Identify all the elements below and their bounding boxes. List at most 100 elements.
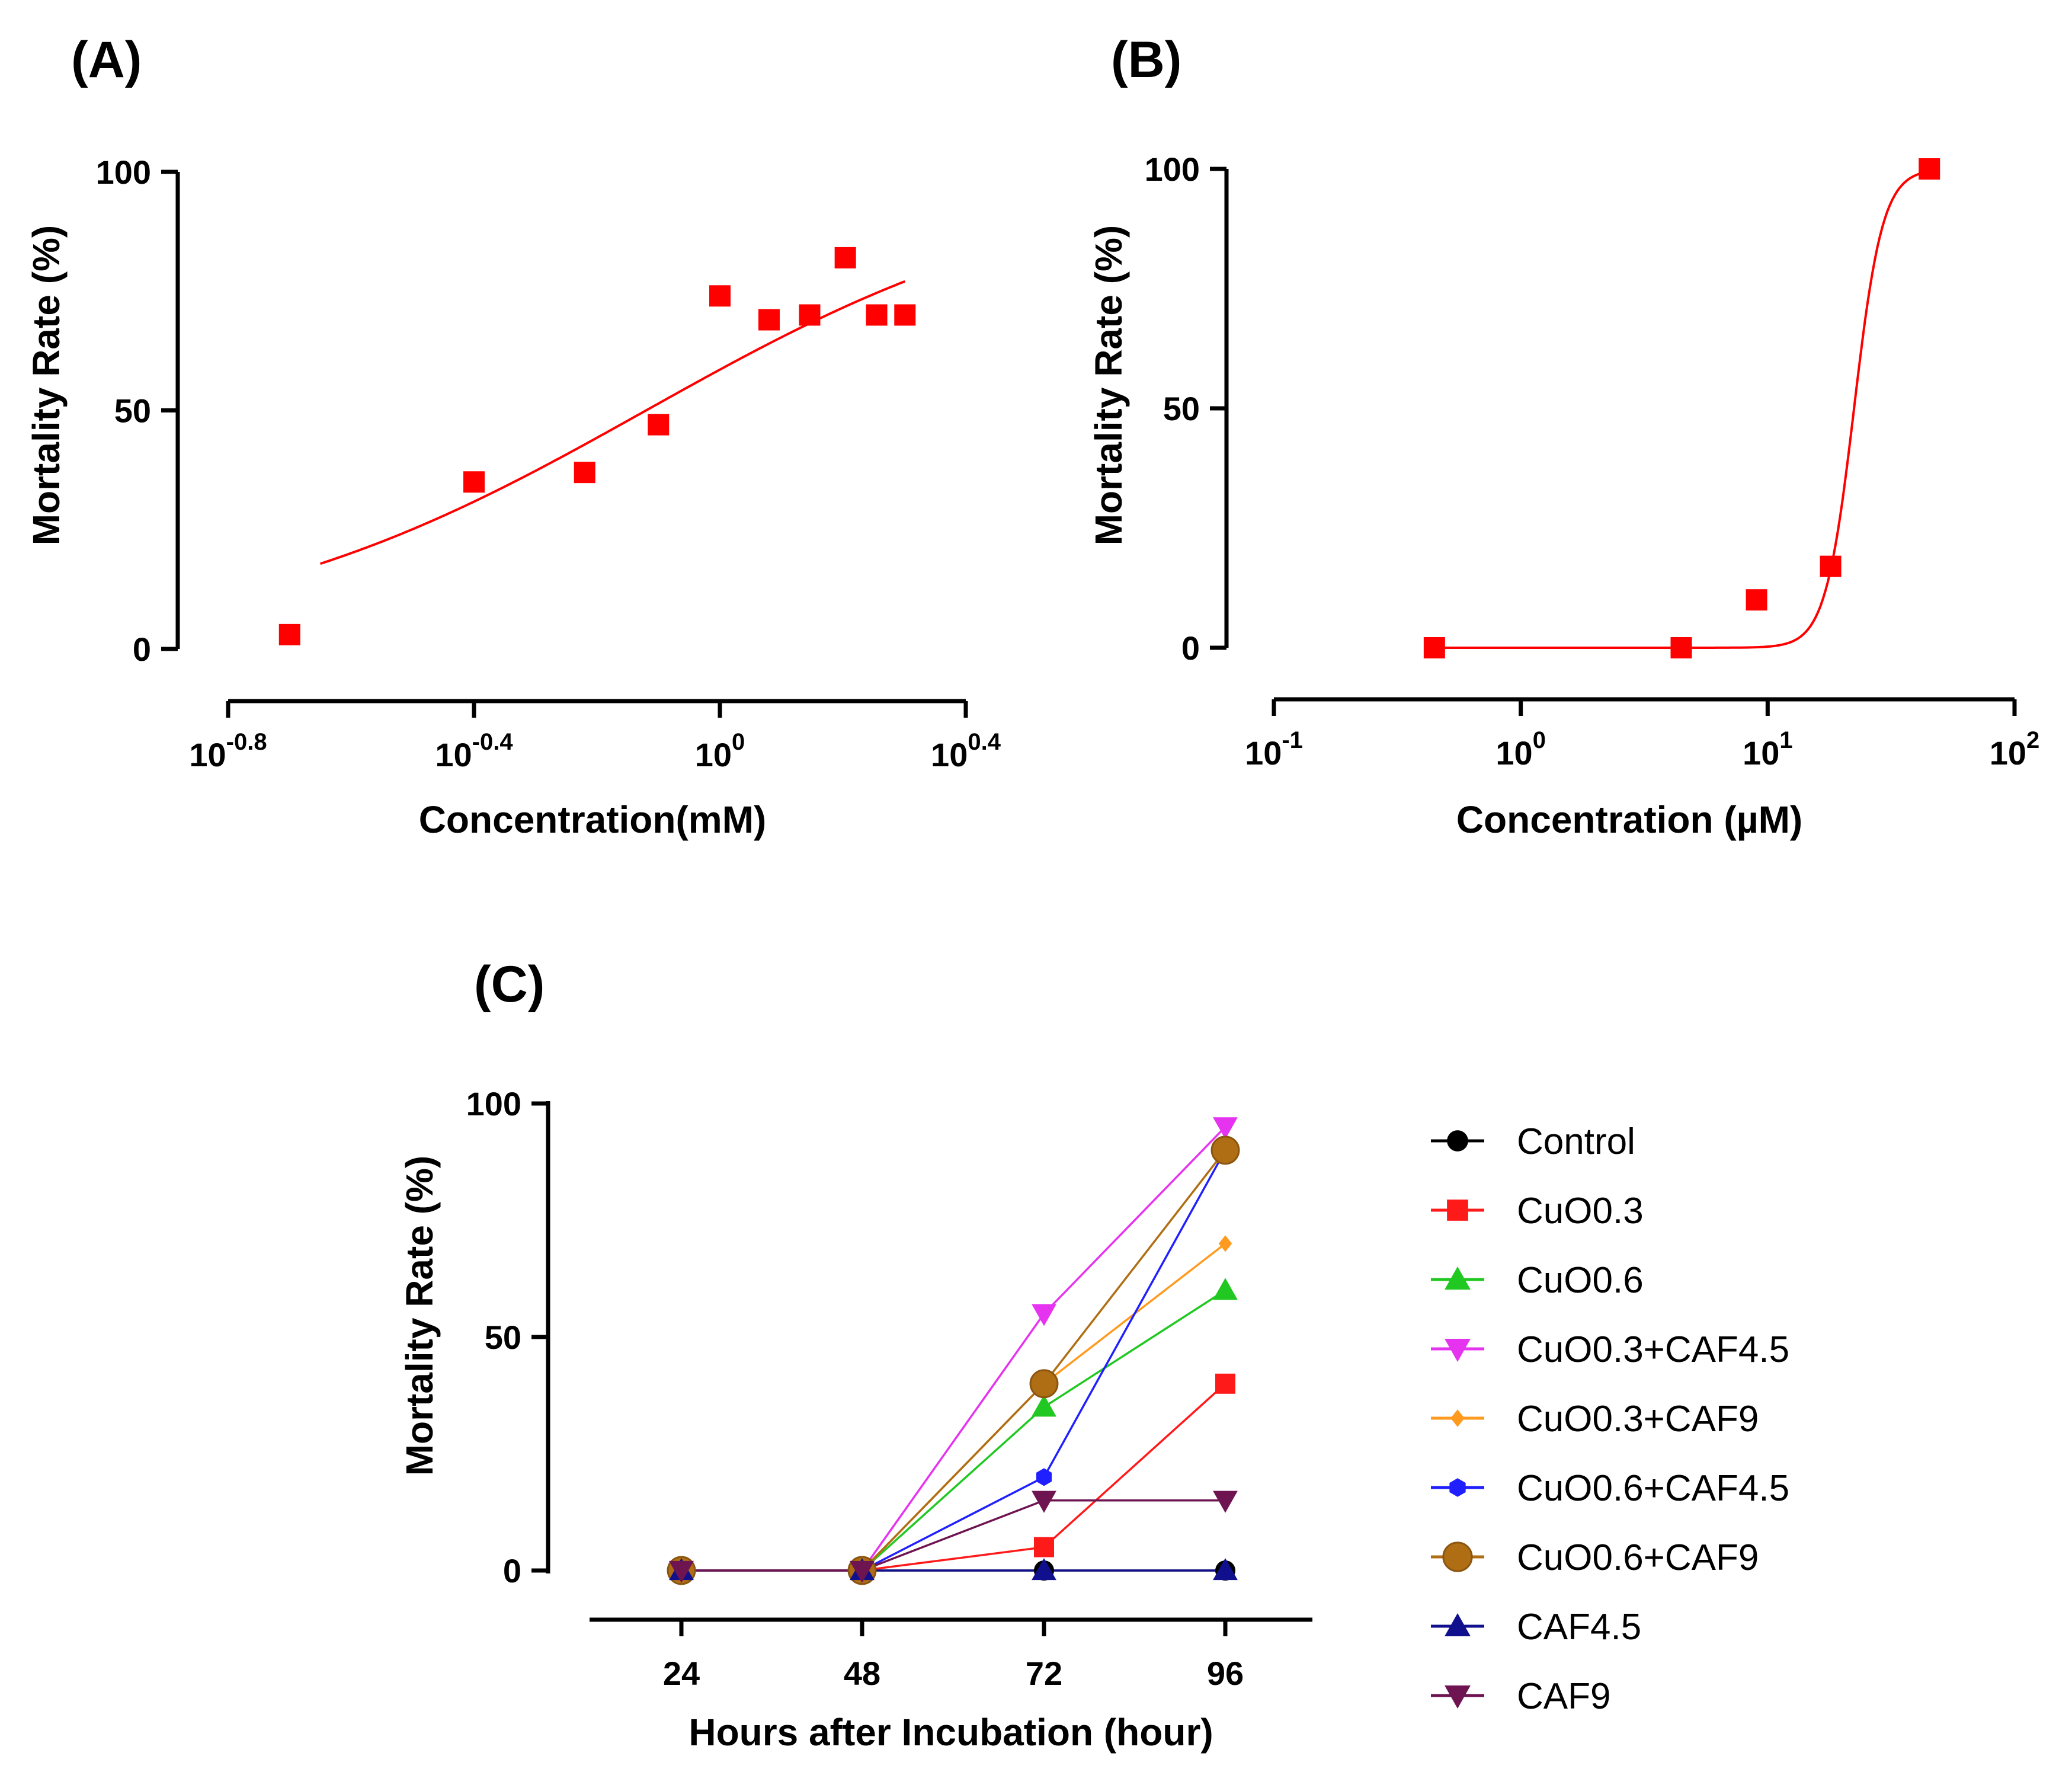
- legend-marker: [1442, 1541, 1473, 1572]
- legend-label: CuO0.3: [1517, 1191, 1644, 1232]
- series-line-caf9: [681, 1499, 1225, 1572]
- legend-marker: [1449, 1478, 1466, 1497]
- x-tick-label: 96: [1207, 1655, 1244, 1692]
- data-point: [894, 304, 916, 326]
- legend-label: CuO0.3+CAF4.5: [1517, 1329, 1789, 1370]
- x-tick-label: 100: [695, 729, 745, 773]
- legend-item: CAF9: [1431, 1676, 1610, 1717]
- x-tick-exponent: 0: [1533, 727, 1546, 753]
- series-point: [1213, 1558, 1238, 1581]
- panel-c-x-axis-title: Hours after Incubation (hour): [688, 1711, 1213, 1754]
- y-tick-label: 100: [1145, 151, 1200, 188]
- data-point: [799, 304, 821, 326]
- series-point: [1213, 1490, 1238, 1513]
- data-point: [1820, 555, 1842, 577]
- x-tick-exponent: 2: [2026, 727, 2039, 753]
- x-tick-label: 10-0.8: [189, 729, 267, 773]
- data-point: [1670, 637, 1692, 658]
- panel-a-y-axis-title: Mortality Rate (%): [25, 225, 68, 546]
- panel-b-x-axis-title: Concentration (µM): [1456, 798, 1802, 841]
- legend-marker: [1445, 1266, 1471, 1290]
- x-tick-base: 10: [189, 736, 226, 773]
- x-tick-base: 10: [1495, 734, 1532, 772]
- data-point: [834, 247, 856, 268]
- series-point: [1213, 1278, 1238, 1300]
- x-tick-base: 10: [1245, 734, 1282, 772]
- x-tick-base: 10: [931, 736, 968, 773]
- legend-label: CuO0.6+CAF4.5: [1517, 1468, 1789, 1509]
- legend-marker: [1445, 1685, 1471, 1709]
- data-point: [709, 285, 731, 307]
- data-point: [866, 304, 888, 326]
- series-point: [1034, 1537, 1054, 1557]
- series-point: [850, 1560, 875, 1583]
- x-tick-label: 101: [1743, 727, 1793, 772]
- data-point: [1919, 158, 1940, 180]
- legend-item: CuO0.3: [1431, 1191, 1644, 1232]
- y-tick-label: 100: [466, 1085, 521, 1122]
- panel-c-label: (C): [474, 956, 545, 1013]
- x-tick-label: 10-1: [1245, 727, 1303, 772]
- legend-marker: [1445, 1339, 1471, 1362]
- legend-label: CuO0.6: [1517, 1260, 1644, 1301]
- x-tick-base: 10: [435, 736, 472, 773]
- legend-marker: [1450, 1409, 1465, 1427]
- x-tick-exponent: 0.4: [968, 729, 1001, 755]
- panel-b-label: (B): [1111, 31, 1181, 88]
- legend-item: CuO0.6+CAF9: [1431, 1537, 1759, 1578]
- y-tick-label: 50: [114, 392, 151, 430]
- x-tick-base: 10: [1743, 734, 1779, 772]
- x-tick-label: 102: [1990, 727, 2040, 772]
- x-tick-label: 100: [1495, 727, 1546, 772]
- panel-a-label: (A): [71, 31, 142, 88]
- series-point: [1215, 1373, 1235, 1394]
- series-point: [1036, 1468, 1052, 1486]
- legend-label: Control: [1517, 1121, 1635, 1162]
- x-tick-exponent: -1: [1282, 727, 1303, 753]
- x-tick-label: 24: [663, 1655, 700, 1692]
- x-tick-base: 10: [695, 736, 732, 773]
- panel-b-y-axis-title: Mortality Rate (%): [1087, 225, 1130, 546]
- legend-label: CuO0.6+CAF9: [1517, 1537, 1759, 1578]
- data-point: [648, 414, 670, 436]
- panel-b-chart: (B) Mortality Rate (%) Concentration (µM…: [1087, 31, 2039, 841]
- data-point: [278, 623, 300, 645]
- legend-item: CuO0.6: [1431, 1260, 1644, 1301]
- legend-label: CAF4.5: [1517, 1607, 1641, 1648]
- data-point: [758, 309, 780, 331]
- panel-a-x-axis-title: Concentration(mM): [419, 798, 767, 841]
- panel-c-chart: (C) Mortality Rate (%) Hours after Incub…: [398, 956, 1789, 1754]
- series-point: [1218, 1235, 1232, 1252]
- x-tick-exponent: -0.8: [226, 729, 267, 755]
- legend-label: CAF9: [1517, 1676, 1610, 1717]
- data-point: [463, 471, 485, 493]
- x-tick-label: 100.4: [931, 729, 1001, 773]
- x-tick-base: 10: [1990, 734, 2026, 772]
- series-point: [1032, 1394, 1056, 1417]
- x-tick-exponent: 0: [732, 729, 745, 755]
- series-point: [1213, 1117, 1238, 1140]
- y-tick-label: 0: [133, 631, 151, 668]
- legend-item: CuO0.6+CAF4.5: [1431, 1468, 1789, 1509]
- y-tick-label: 100: [96, 153, 151, 191]
- legend-item: Control: [1431, 1121, 1635, 1162]
- data-point: [1746, 589, 1767, 611]
- x-tick-exponent: -0.4: [472, 729, 514, 755]
- legend-marker: [1447, 1130, 1468, 1152]
- series-point: [1029, 1369, 1059, 1399]
- panel-c-legend: Control CuO0.3 CuO0.6 CuO0.3+CAF4.5 CuO0.3+C…: [1431, 1121, 1789, 1717]
- y-tick-label: 0: [1181, 629, 1200, 667]
- y-tick-label: 0: [503, 1552, 521, 1589]
- data-point: [1423, 637, 1445, 658]
- series-point: [669, 1560, 694, 1583]
- panel-a-chart: (A) Mortality Rate (%) Concentration(mM)…: [25, 31, 1001, 841]
- y-tick-label: 50: [485, 1319, 521, 1356]
- x-tick-exponent: 1: [1779, 727, 1792, 753]
- x-tick-label: 48: [844, 1655, 880, 1692]
- legend-item: CAF4.5: [1431, 1607, 1641, 1648]
- x-tick-label: 10-0.4: [435, 729, 513, 773]
- y-tick-label: 50: [1163, 390, 1200, 427]
- panel-c-y-axis-title: Mortality Rate (%): [398, 1156, 441, 1476]
- series-point: [1032, 1558, 1056, 1581]
